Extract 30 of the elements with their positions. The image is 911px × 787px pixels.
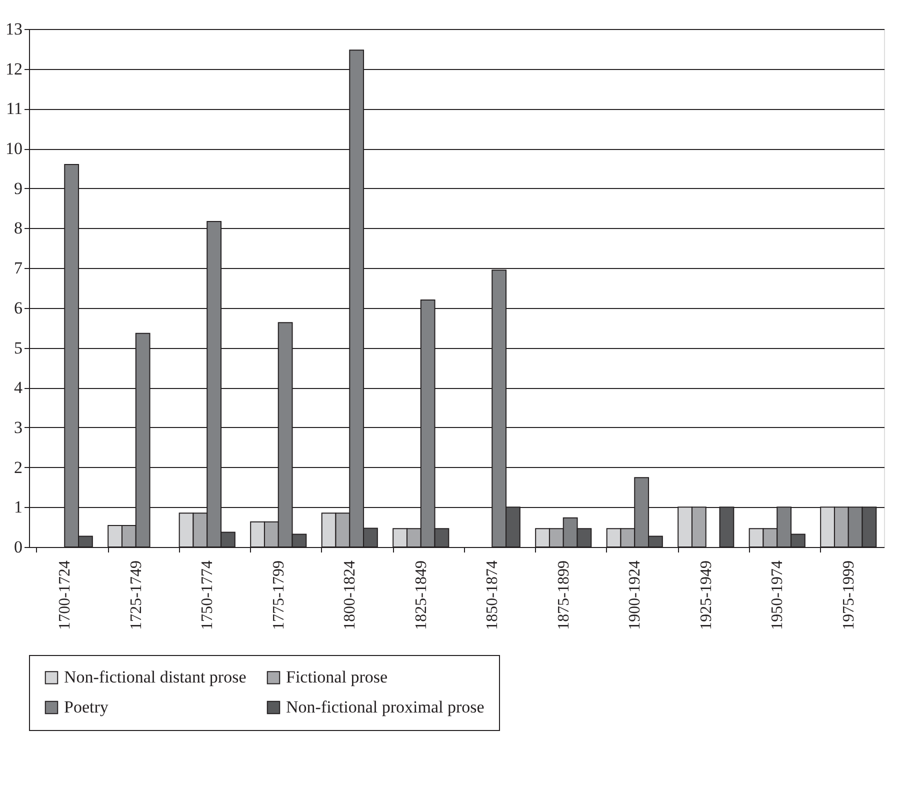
x-tick-label: 1850-1874	[484, 560, 502, 630]
y-tick-label: 7	[14, 258, 23, 278]
x-tick-label: 1925-1949	[698, 560, 715, 630]
x-tick-label: 1725-1749	[128, 560, 145, 630]
x-tick-label: 1900-1924	[626, 560, 644, 630]
x-tick-label: 1750-1774	[199, 560, 216, 630]
y-tick-label: 8	[14, 218, 22, 238]
y-tick-label: 5	[14, 338, 22, 358]
y-tick-label: 13	[6, 20, 22, 38]
y-tick-label: 9	[14, 178, 22, 198]
x-tick-label: 1825-1849	[412, 560, 430, 630]
x-tick-label: 1775-1799	[270, 560, 288, 630]
y-tick-label: 1	[14, 498, 22, 517]
x-tick-label: 1950-1974	[769, 560, 786, 630]
y-tick-label: 3	[14, 418, 22, 437]
x-tick-label: 1975-1999	[840, 560, 858, 630]
y-tick-label: 12	[6, 59, 22, 78]
legend-label: Fictional prose	[286, 668, 388, 687]
y-tick-label: 10	[6, 139, 22, 158]
legend-label: Poetry	[64, 698, 109, 716]
y-tick-label: 11	[6, 99, 22, 118]
y-tick-label: 0	[14, 538, 22, 556]
x-tick-label: 1875-1899	[555, 560, 572, 630]
legend-label: Non-fictional proximal prose	[286, 698, 484, 716]
y-tick-label: 6	[14, 298, 22, 318]
x-tick-label: 1700-1724	[56, 560, 74, 630]
x-tick-label: 1800-1824	[342, 560, 359, 630]
legend-label: Non-fictional distant prose	[64, 668, 246, 687]
y-tick-label: 2	[14, 458, 22, 477]
y-tick-label: 4	[14, 378, 23, 398]
